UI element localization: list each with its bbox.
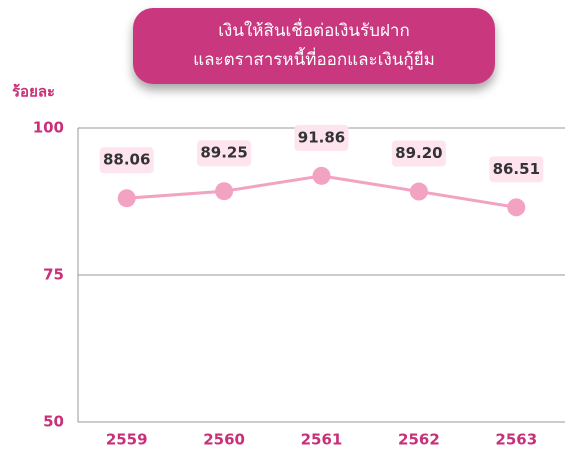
chart-title: เงินให้สินเชื่อต่อเงินรับฝาก: [218, 18, 410, 41]
value-label-box: [197, 140, 252, 167]
value-label: 89.20: [395, 144, 442, 162]
y-tick-label: 75: [43, 266, 64, 284]
value-label: 91.86: [298, 128, 345, 146]
chart-title: และตราสารหนี้ที่ออกและเงินกู้ยืม: [193, 47, 435, 70]
value-label-box: [99, 147, 154, 174]
value-label: 88.06: [103, 151, 150, 169]
y-axis-label: ร้อยละ: [12, 83, 55, 101]
value-label-box: [391, 140, 446, 167]
y-tick-label: 100: [33, 119, 64, 137]
x-tick-label: 2562: [398, 431, 440, 449]
title-banner: [133, 8, 495, 84]
marker: [312, 166, 331, 185]
value-label-box: [294, 124, 349, 151]
value-label: 86.51: [493, 160, 540, 178]
marker: [117, 189, 136, 208]
marker: [215, 182, 234, 201]
x-tick-label: 2563: [495, 431, 537, 449]
marker: [507, 198, 526, 217]
marker: [409, 182, 428, 201]
y-tick-label: 50: [43, 413, 64, 431]
value-label: 89.25: [200, 144, 247, 162]
x-tick-label: 2561: [301, 431, 343, 449]
x-tick-label: 2559: [106, 431, 148, 449]
value-label-box: [489, 156, 544, 183]
x-tick-label: 2560: [203, 431, 245, 449]
